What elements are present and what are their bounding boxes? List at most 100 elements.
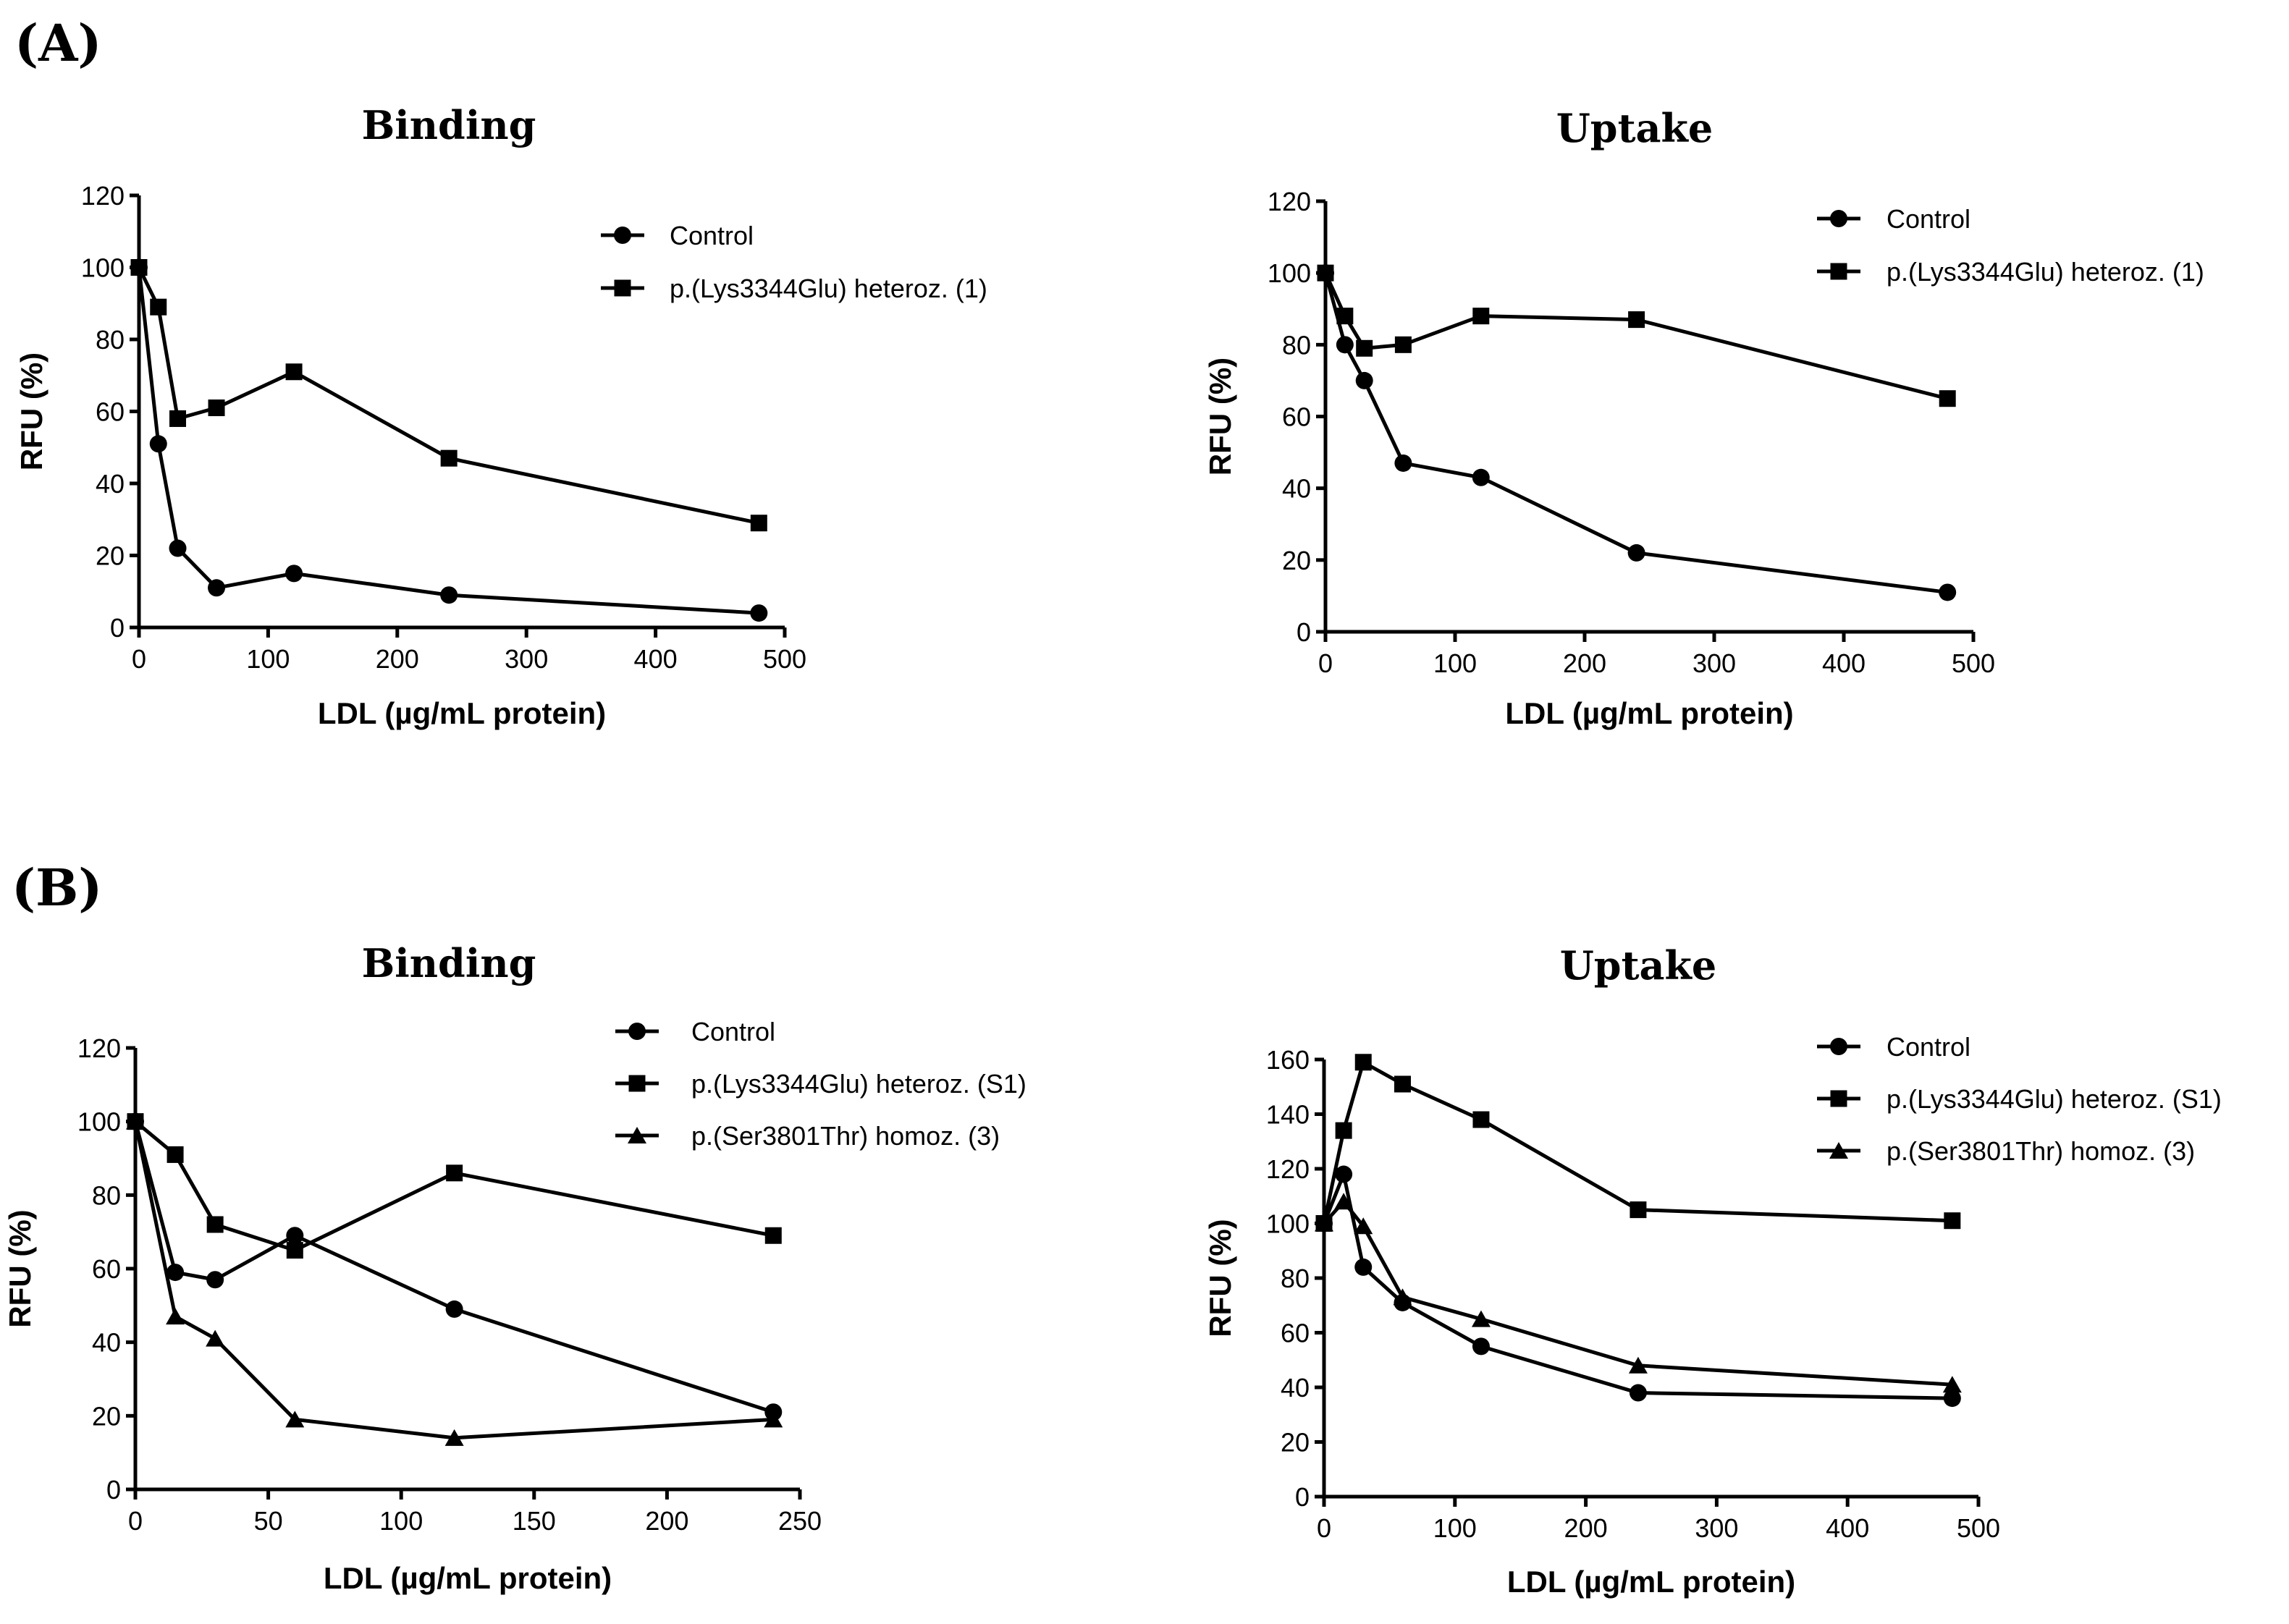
chart4-x-tick-label: 200 <box>1564 1513 1608 1543</box>
chart3-series-square-point <box>166 1146 184 1163</box>
chart4-legend-label-circle: Control <box>1887 1032 1970 1062</box>
chart2-legend-marker-square <box>1830 263 1847 280</box>
chart4-series-square-point <box>1944 1212 1961 1230</box>
chart1-legend-marker-circle <box>614 227 631 244</box>
chart1-series-circle-point <box>208 579 226 597</box>
chart2-x-axis-label: LDL (µg/mL protein) <box>1505 696 1793 730</box>
chart2-series-circle-point <box>1939 583 1957 601</box>
chart2-series-square-point <box>1356 339 1373 357</box>
chart3-series-square-line <box>134 1120 774 1253</box>
chart4-y-tick-label: 20 <box>1281 1428 1310 1458</box>
chart2-y-tick-label: 80 <box>1282 330 1311 360</box>
chart2-y-axis-label: RFU (%) <box>1203 358 1237 475</box>
chart4-y-tick-label: 120 <box>1266 1154 1310 1184</box>
chart2-y-tick-label: 20 <box>1282 546 1311 575</box>
chart2-y-tick-label: 100 <box>1268 258 1311 288</box>
chart4-series-circle-point <box>1335 1165 1353 1183</box>
chart3-y-tick-label: 120 <box>77 1033 121 1063</box>
chart4-series-square-line <box>1322 1060 1952 1225</box>
chart3-series-triangle-line <box>133 1121 774 1440</box>
chart4-series-triangle-point <box>1393 1288 1412 1306</box>
chart4-legend-marker-circle <box>1830 1038 1847 1055</box>
chart2-x-tick-label: 200 <box>1563 648 1606 678</box>
chart1-series-circle-point <box>169 539 187 557</box>
chart1-x-tick-label: 500 <box>763 644 806 674</box>
chart1-series-square-point <box>208 399 225 417</box>
chart1-series-circle-point <box>750 604 768 622</box>
chart3-series-triangle-point <box>764 1411 783 1428</box>
chart2-x-tick-label: 100 <box>1433 648 1477 678</box>
chart4-series-circle-point <box>1354 1258 1373 1276</box>
chart3-legend-marker-triangle <box>628 1127 646 1143</box>
chart4-series-triangle-point <box>1354 1217 1373 1235</box>
chart2-legend-label-square: p.(Lys3344Glu) heteroz. (1) <box>1887 257 2204 287</box>
chart1-series-circle-point <box>440 586 458 604</box>
chart3-series-triangle-point <box>444 1429 464 1446</box>
chart2-series-circle-point <box>1355 371 1373 389</box>
chart1-x-axis-label: LDL (µg/mL protein) <box>318 696 606 730</box>
chart4-legend-marker-square <box>1830 1090 1847 1107</box>
chart2-legend-label-circle: Control <box>1887 204 1970 234</box>
chart1-title: Binding <box>362 102 536 148</box>
chart4-series-circle-point <box>1943 1390 1961 1408</box>
chart4-y-tick-label: 100 <box>1266 1209 1310 1239</box>
chart1-series-square-point <box>169 410 187 427</box>
chart1-y-tick-label: 120 <box>81 181 125 211</box>
chart1-x-tick-label: 300 <box>505 644 548 674</box>
chart4-x-tick-label: 0 <box>1317 1513 1331 1543</box>
chart4-series-triangle-point <box>1628 1356 1648 1374</box>
chart4-series-square-point <box>1472 1111 1490 1128</box>
chart4-y-axis-label: RFU (%) <box>1203 1219 1237 1337</box>
chart1-series-circle-point <box>149 435 167 453</box>
chart2-series-circle-point <box>1336 336 1354 354</box>
chart4-series-square-point <box>1354 1054 1372 1071</box>
chart2-series-square-point <box>1394 336 1412 353</box>
panel-label-b: (B) <box>12 858 103 918</box>
chart1-y-tick-label: 40 <box>96 469 125 499</box>
chart2-x-tick-label: 500 <box>1952 648 1995 678</box>
chart4-x-axis-label: LDL (µg/mL protein) <box>1507 1565 1795 1599</box>
chart3-legend-marker-circle <box>628 1023 646 1040</box>
chart3-y-tick-label: 60 <box>92 1254 121 1284</box>
chart3-x-axis-label: LDL (µg/mL protein) <box>324 1561 612 1595</box>
chart2-y-tick-label: 40 <box>1282 474 1311 504</box>
chart2-series-square-line <box>1323 272 1948 401</box>
chart2-series-square-point <box>1336 308 1354 325</box>
chart4-y-tick-label: 80 <box>1281 1264 1310 1293</box>
chart2-y-tick-label: 120 <box>1268 187 1311 216</box>
chart2-series-square-point <box>1317 264 1334 282</box>
chart4-series-square-point <box>1630 1201 1647 1219</box>
chart3-series-square-point <box>446 1164 463 1182</box>
chart3-y-tick-label: 80 <box>92 1180 121 1210</box>
chart2-x-tick-label: 0 <box>1318 648 1333 678</box>
chart3-x-tick-label: 250 <box>778 1506 822 1536</box>
chart4-x-tick-label: 100 <box>1433 1513 1477 1543</box>
chart1-series-square-point <box>130 259 148 276</box>
chart1-y-tick-label: 80 <box>96 325 125 355</box>
chart3-y-tick-label: 40 <box>92 1328 121 1358</box>
chart3-x-tick-label: 150 <box>513 1506 556 1536</box>
chart4-title: Uptake <box>1560 942 1717 989</box>
chart2-series-circle-point <box>1472 468 1490 486</box>
chart3-x-tick-label: 50 <box>254 1506 283 1536</box>
chart3-series-triangle-point <box>285 1411 305 1428</box>
chart2-series-square-point <box>1472 308 1490 325</box>
chart4-series-circle-point <box>1629 1384 1647 1402</box>
chart3-legend-label-triangle: p.(Ser3801Thr) homoz. (3) <box>691 1121 1000 1151</box>
chart1-legend-label-square: p.(Lys3344Glu) heteroz. (1) <box>670 274 987 303</box>
chart1-legend-label-circle: Control <box>670 221 754 250</box>
chart1-y-tick-label: 20 <box>96 541 125 571</box>
chart4-x-tick-label: 300 <box>1695 1513 1738 1543</box>
chart4-series-square-point <box>1394 1075 1411 1093</box>
chart3-y-tick-label: 100 <box>77 1107 121 1137</box>
chart3-series-triangle-point <box>126 1112 145 1130</box>
chart2-title: Uptake <box>1556 105 1713 151</box>
chart4-series-triangle-point <box>1315 1214 1333 1232</box>
chart4-y-tick-label: 140 <box>1266 1100 1310 1130</box>
chart3-y-axis-label: RFU (%) <box>3 1209 37 1327</box>
chart2-series-circle-point <box>1394 454 1412 472</box>
chart3-legend-marker-square <box>628 1075 646 1092</box>
panel-label-a: (A) <box>14 13 102 73</box>
chart2-y-tick-label: 0 <box>1297 617 1311 647</box>
